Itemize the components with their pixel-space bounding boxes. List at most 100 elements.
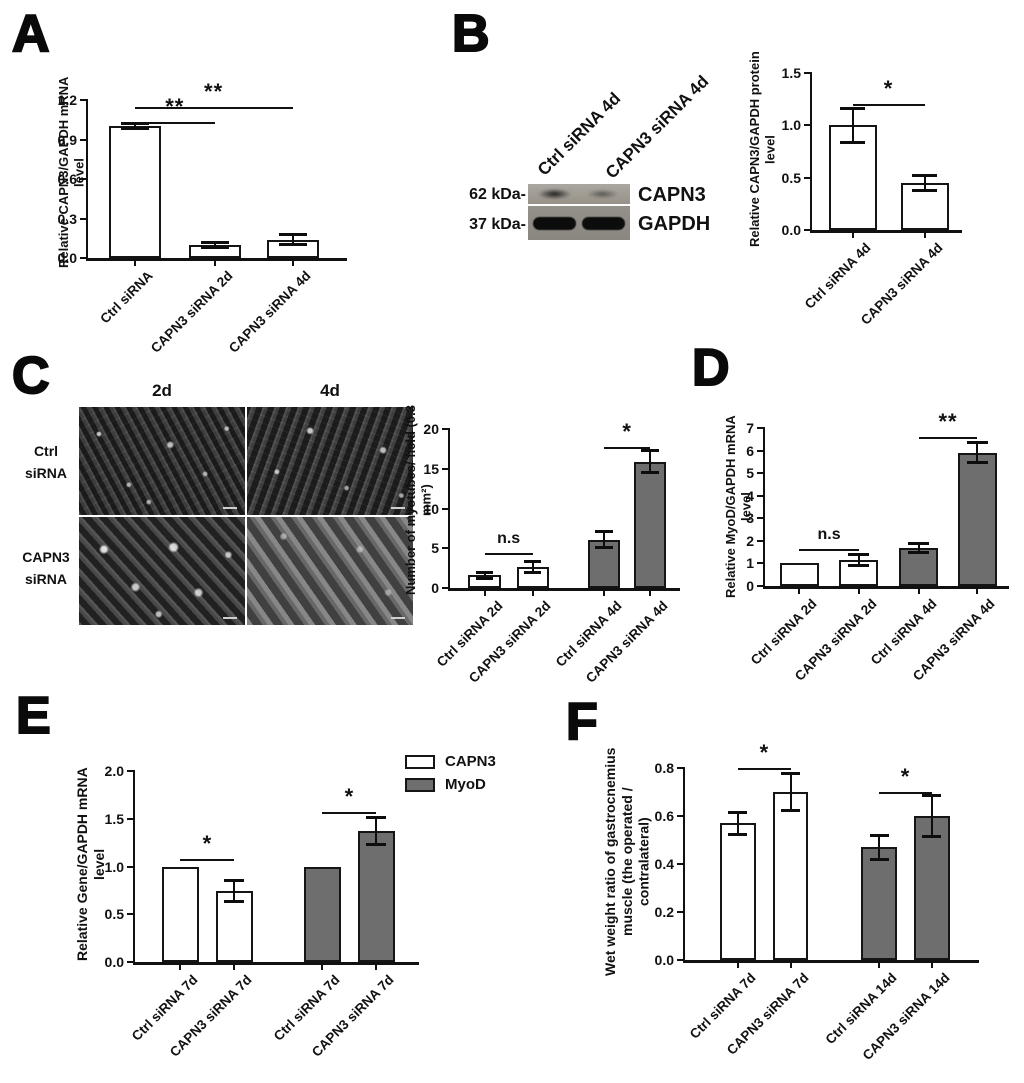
x-axis-tick-label: CAPN3 siRNA 4d [582,598,671,686]
y-axis-tick-label: 0.9 [57,131,77,148]
legend-item: CAPN3 [405,753,496,770]
y-axis-tick [804,176,812,179]
error-bar [976,442,979,463]
micro-row-label-line: siRNA [24,571,67,587]
y-axis-tick-label: 0.0 [104,954,124,970]
significance-label: * [883,76,894,102]
x-axis-tick [878,960,881,968]
x-axis-tick [291,258,294,266]
error-bar-cap [475,576,494,580]
x-axis-tick [603,588,606,596]
blot-band-capn3-lane2 [582,188,623,200]
scale-bar [391,507,405,509]
blot-marker-62kda: 62 kDa- [469,186,526,203]
y-axis-tick [80,217,88,220]
y-axis-tick [80,257,88,259]
significance-label: n.s [817,525,841,543]
bar-capn3-sirna-14d [914,816,950,960]
bar-ctrl-sirna-7d [720,823,756,960]
y-axis-tick-label: 0 [431,580,439,596]
y-axis-tick-label: 3 [746,510,754,527]
error-bar [649,450,652,473]
error-bar [603,531,606,548]
significance-label: ** [204,78,224,104]
x-axis-tick [321,962,324,970]
micro-row-label-line: Ctrl [33,443,59,459]
error-bar [789,773,792,811]
x-axis-tick [133,258,136,266]
bar-capn3-sirna-7d [773,792,809,960]
y-axis-tick [442,507,450,510]
error-bar-cap [922,794,942,798]
chart-plot-a: 0.0 0.3 0.6 0.9 1.2 Ctrl siRNA CAPN3 siRNA 2d C… [58,80,347,356]
x-axis-tick [857,586,860,594]
error-bar-cap [839,140,866,144]
y-axis-tick-label: 1.0 [104,858,124,875]
error-bar-cap [641,448,659,452]
y-axis-tick-label: 2.0 [104,763,124,779]
y-axis-tick [757,449,765,452]
y-axis-tick-label: 6 [746,442,754,459]
y-axis-tick-label: 1 [746,555,754,572]
y-axis-tick-label: 0.2 [654,904,674,920]
error-bar-cap [848,564,870,568]
error-bar-cap [641,471,659,475]
error-bar-cap [120,127,149,131]
chart-plot-d: 0 1 2 3 4 5 6 7 Ctrl siRNA 2d CAPN3 siRNA 2d Ctrl … [746,411,1009,684]
significance-label: ** [938,409,958,435]
blot-protein-capn3: CAPN3 [638,184,706,206]
error-bar-cap [839,107,866,111]
blot-band-capn3-lane1 [533,187,576,201]
legend-swatch-myod [405,777,435,792]
error-bar [878,835,881,860]
error-bar [917,543,920,553]
x-axis-tick [923,230,926,238]
error-bar-cap [728,832,748,836]
y-axis-tick [757,517,765,520]
significance-line [322,812,377,815]
significance-label: n.s [497,530,521,548]
error-bar-cap [966,461,988,465]
bar-ctrl-sirna-2d [779,563,819,586]
error-bar-cap [595,545,613,549]
y-axis-tick [757,472,765,475]
y-axis-tick-label: 5 [431,540,439,557]
y-axis-tick-label: 0.0 [781,222,801,238]
error-bar [531,561,534,573]
bar-capn3-sirna-4d [957,452,997,586]
y-axis-tick-label: 1.5 [104,810,124,827]
y-axis-title-d: Relative MyoD/GAPDH mRNA level [723,415,754,599]
micro-col-header-4d: 4d [320,381,340,400]
x-axis-tick [179,962,182,970]
significance-label: * [344,784,355,810]
blot-strip-gapdh [528,206,630,240]
blot-protein-gapdh: GAPDH [638,213,711,235]
blot-lane-label-2: CAPN3 siRNA 4d [601,71,713,183]
blot-marker-37kda: 37 kDa- [469,216,526,233]
y-axis-tick-label: 1.0 [781,117,801,134]
chart-plot-e: 0.0 0.5 1.0 1.5 2.0 Ctrl siRNA 7d CAPN3 siRNA … [105,763,419,1060]
x-axis-tick [233,962,236,970]
bar-capn3-sirna-7d [357,831,395,962]
error-bar [851,108,854,143]
y-axis-tick [677,863,685,865]
y-axis-tick [127,817,135,820]
error-bar-cap [911,188,938,192]
error-bar-cap [908,541,930,545]
error-bar-cap [475,570,494,574]
bar-ctrl-sirna-7d [161,866,199,962]
significance-label: * [900,764,911,790]
bar-ctrl-sirna-14d [861,847,897,960]
x-axis-tick [976,586,979,594]
y-axis-tick-label: 1.5 [781,65,801,81]
micro-image-ctrl-4d [247,407,413,515]
x-axis-tick-label: CAPN3 siRNA 2d [147,268,236,356]
x-axis-tick-label: CAPN3 siRNA 4d [225,268,314,356]
bar-ctrl-sirna [108,126,161,258]
scale-bar [223,507,237,509]
y-axis-tick [127,770,135,772]
chart-plot-f: 0.0 0.2 0.4 0.6 0.8 Ctrl siRNA 7d CAPN3 siRNA … [655,742,979,1063]
significance-line [918,437,978,440]
blot-strip-capn3 [528,184,630,204]
error-bar-cap [922,834,942,838]
